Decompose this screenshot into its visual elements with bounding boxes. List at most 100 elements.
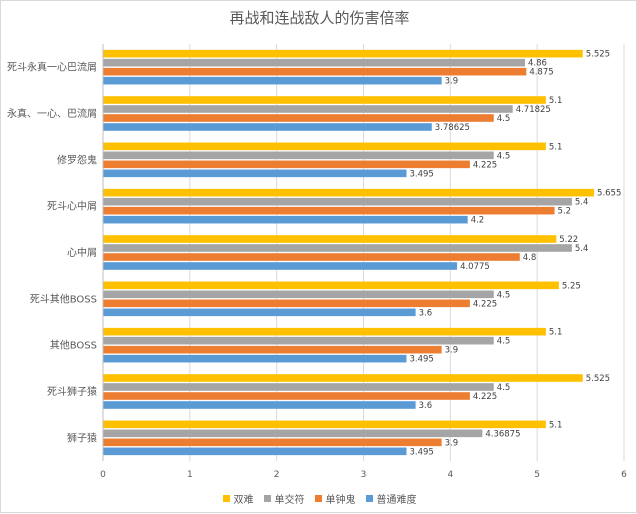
data-label: 5.4 <box>575 198 589 208</box>
legend-label: 单钟鬼 <box>325 495 356 506</box>
legend-label: 双难 <box>233 495 254 506</box>
data-label: 5.22 <box>559 235 578 245</box>
data-label: 4.5 <box>497 383 511 393</box>
data-label: 5.1 <box>549 142 563 152</box>
category-label: 死斗狮子猿 <box>47 385 97 398</box>
bar <box>103 392 470 400</box>
legend-swatch <box>222 495 230 502</box>
data-label: 3.495 <box>409 355 433 365</box>
bar <box>103 383 494 391</box>
data-label: 4.71825 <box>516 105 551 115</box>
data-label: 5.1 <box>549 328 563 338</box>
data-label: 4.5 <box>497 151 511 161</box>
data-label: 3.9 <box>445 77 459 87</box>
bar <box>103 76 442 85</box>
x-tick-label: 0 <box>100 470 106 480</box>
data-label: 4.5 <box>497 337 511 347</box>
legend-swatch <box>263 495 271 502</box>
data-label: 4.225 <box>473 160 497 170</box>
bar <box>103 206 555 215</box>
data-label: 5.1 <box>549 420 563 430</box>
bar <box>103 401 416 409</box>
bar <box>103 447 407 456</box>
category-label: 其他BOSS <box>50 339 97 352</box>
data-label: 4.875 <box>529 68 553 78</box>
data-label: 3.495 <box>409 169 433 179</box>
data-label: 3.9 <box>445 346 459 356</box>
data-label: 4.5 <box>497 114 511 124</box>
chart-title: 再战和连战敌人的伤害倍率 <box>229 9 410 27</box>
legend-label: 普通难度 <box>376 495 417 506</box>
category-label: 狮子猿 <box>67 431 97 444</box>
x-tick-label: 3 <box>361 470 367 480</box>
bar <box>103 160 470 169</box>
data-label: 5.655 <box>597 189 621 199</box>
bar <box>103 438 442 447</box>
bar <box>103 262 458 270</box>
bar <box>103 188 595 197</box>
data-label: 4.5 <box>497 290 511 300</box>
bar <box>103 67 527 76</box>
data-label: 5.2 <box>558 207 572 217</box>
data-label: 5.1 <box>549 96 563 106</box>
bar <box>103 354 407 363</box>
data-label: 3.495 <box>409 447 433 457</box>
bar <box>103 345 442 354</box>
data-label: 5.525 <box>586 374 610 384</box>
data-label: 3.6 <box>419 308 433 318</box>
category-label: 死斗心中屑 <box>47 200 97 213</box>
data-label: 3.9 <box>445 438 459 448</box>
x-tick-label: 6 <box>621 470 627 480</box>
bar <box>103 142 546 151</box>
bar <box>103 253 520 261</box>
data-label: 4.8 <box>523 253 537 263</box>
legend-swatch <box>314 495 322 502</box>
bar <box>103 114 494 122</box>
bar <box>103 244 572 252</box>
x-tick-label: 2 <box>274 470 280 480</box>
x-tick-label: 1 <box>187 470 193 480</box>
legend-item: 单钟鬼 <box>314 491 356 506</box>
bar <box>103 374 583 382</box>
bar <box>103 327 546 336</box>
data-label: 4.0775 <box>460 262 490 272</box>
data-label: 4.225 <box>473 299 497 309</box>
bar <box>103 151 494 160</box>
category-label: 心中屑 <box>67 246 97 259</box>
data-label: 5.4 <box>575 244 589 254</box>
data-label: 3.78625 <box>435 123 470 133</box>
bar <box>103 235 557 243</box>
chart-legend: 双难 单交符 单钟鬼 普通难度 <box>1 491 637 506</box>
category-label: 死斗其他BOSS <box>30 292 97 305</box>
x-tick-label: 5 <box>534 470 540 480</box>
bar <box>103 308 416 317</box>
bar <box>103 58 526 67</box>
legend-label: 单交符 <box>274 495 305 506</box>
bar <box>103 281 559 290</box>
bar <box>103 336 494 345</box>
bar <box>103 290 494 299</box>
legend-item: 双难 <box>222 491 254 506</box>
legend-item: 单交符 <box>263 491 305 506</box>
x-tick-label: 4 <box>447 470 453 480</box>
data-label: 3.6 <box>419 401 433 411</box>
category-label: 永真、一心、巴流屑 <box>7 107 97 120</box>
bar <box>103 197 572 206</box>
data-label: 4.36875 <box>485 429 520 439</box>
bar <box>103 105 513 113</box>
bar <box>103 169 407 178</box>
data-label: 4.2 <box>471 216 485 226</box>
data-label: 4.86 <box>528 59 547 69</box>
bar <box>103 299 470 308</box>
data-label: 4.225 <box>473 392 497 402</box>
legend-item: 普通难度 <box>365 491 417 506</box>
bar <box>103 429 483 438</box>
bar <box>103 215 468 224</box>
legend-swatch <box>365 495 373 502</box>
category-label: 修罗怨鬼 <box>57 153 97 166</box>
bar <box>103 420 546 429</box>
bar <box>103 96 546 104</box>
bar <box>103 123 432 131</box>
